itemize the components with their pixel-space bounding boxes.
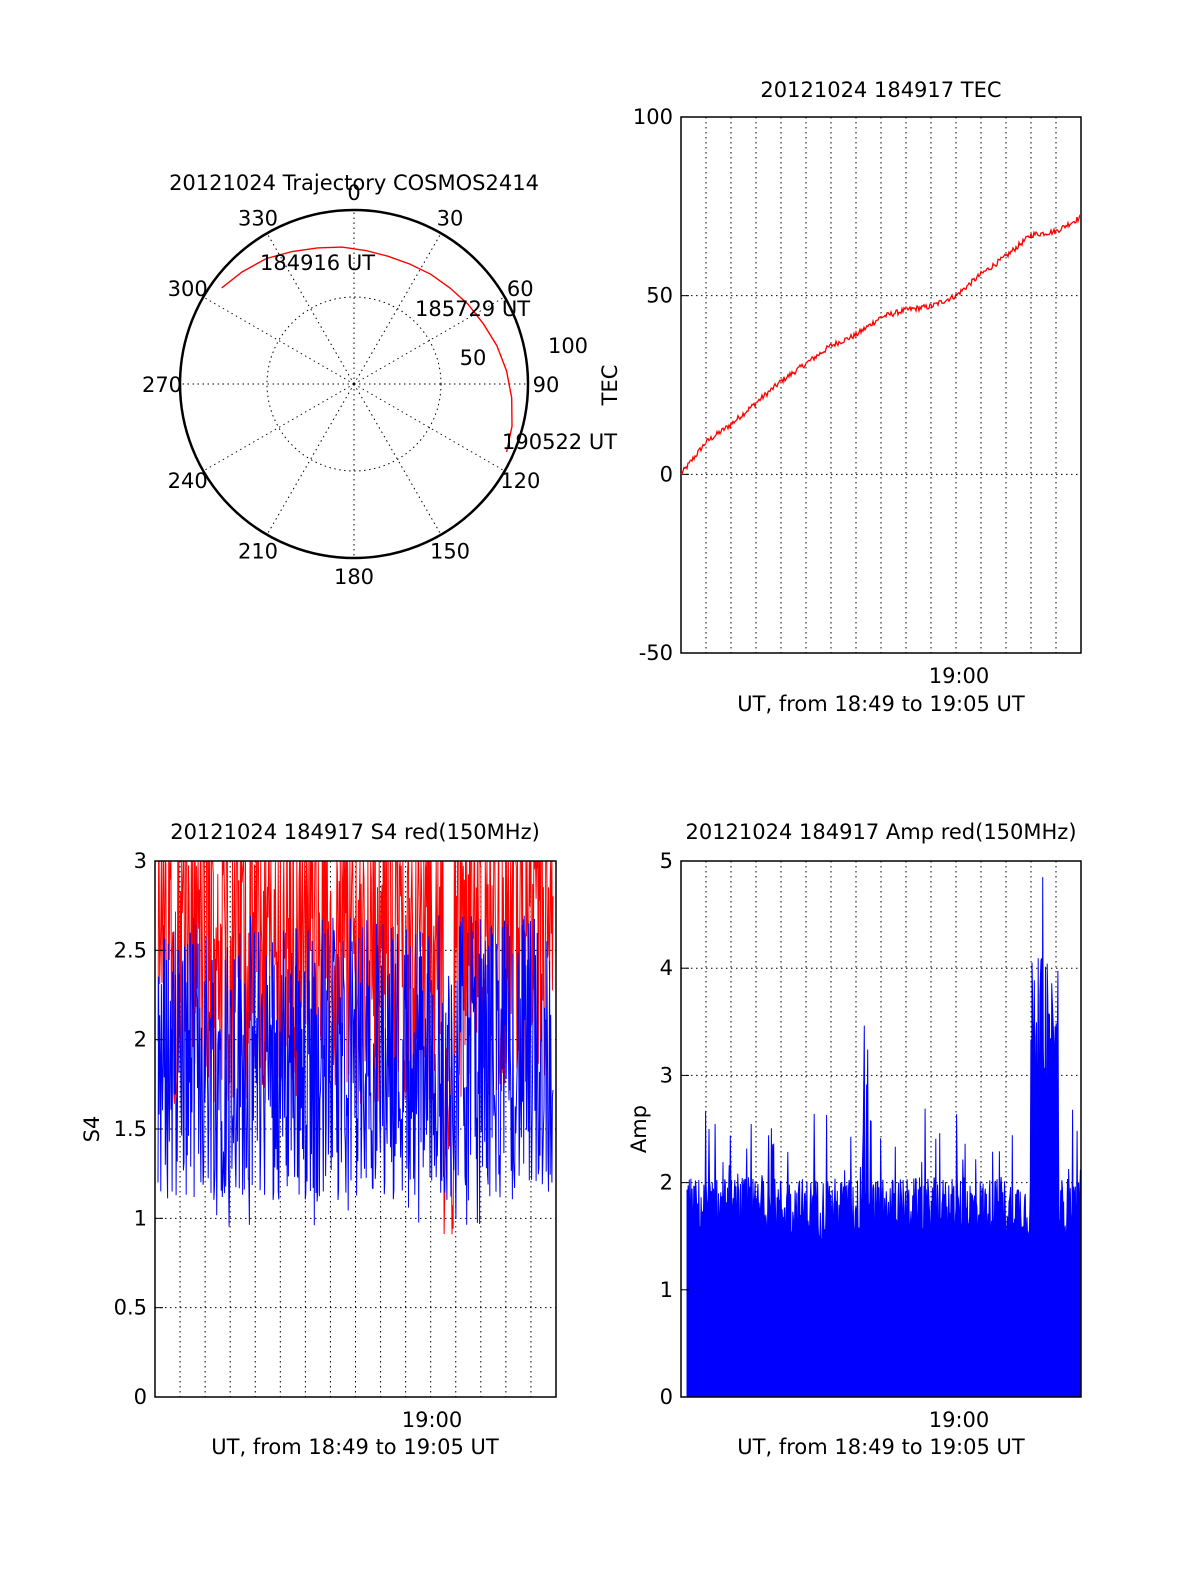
azimuth-label: 180 xyxy=(334,565,374,589)
amp-frame xyxy=(680,860,1082,1398)
y-tick-label: 2 xyxy=(660,1171,673,1195)
y-tick-label: 4 xyxy=(660,956,673,980)
y-tick-label: 0 xyxy=(660,462,673,486)
tec-title: 20121024 184917 TEC xyxy=(760,78,1001,102)
azimuth-label: 120 xyxy=(500,469,540,493)
s4-y-tick-labels: 0 0.5 1 1.5 2 2.5 3 xyxy=(114,849,163,1409)
tec-series-line xyxy=(680,214,1082,476)
polar-radius-label-50: 50 xyxy=(460,346,487,370)
s4-y-axis-label: S4 xyxy=(80,1116,104,1143)
polar-spoke xyxy=(203,296,355,385)
s4-plot: 20121024 184917 S4 red(150MHz) 0 0.5 1 1.5 2… xyxy=(80,820,557,1459)
tec-x-tick-1900: 19:00 xyxy=(929,664,990,688)
polar-title: 20121024 Trajectory COSMOS2414 xyxy=(169,171,539,195)
amp-plot: 20121024 184917 Amp red(150MHz) 0 1 2 3 4 5 1… xyxy=(627,820,1082,1459)
tec-y-tick-labels: -50 0 50 100 xyxy=(633,105,689,665)
polar-outer-ring xyxy=(178,208,530,560)
y-tick-label: 2 xyxy=(134,1028,147,1052)
polar-spoke xyxy=(353,233,442,385)
trajectory-track xyxy=(221,246,513,453)
trajectory-mid-label: 185729 UT xyxy=(415,297,530,321)
polar-radius-label-100: 100 xyxy=(548,334,588,358)
polar-spoke xyxy=(266,233,355,385)
polar-spoke xyxy=(266,383,355,535)
polar-azimuth-labels: 0 30 60 90 120 150 180 210 240 270 300 330 xyxy=(142,181,559,589)
trajectory-start-label: 184916 UT xyxy=(260,251,375,275)
y-tick-label: -50 xyxy=(639,641,673,665)
s4-x-axis-label: UT, from 18:49 to 19:05 UT xyxy=(211,1435,499,1459)
tec-x-axis-label: UT, from 18:49 to 19:05 UT xyxy=(737,692,1025,716)
azimuth-label: 210 xyxy=(238,539,278,563)
y-tick-label: 0.5 xyxy=(114,1296,147,1320)
y-tick-label: 1 xyxy=(134,1206,147,1230)
amp-title: 20121024 184917 Amp red(150MHz) xyxy=(685,820,1076,844)
y-tick-label: 50 xyxy=(646,284,673,308)
azimuth-label: 90 xyxy=(533,373,560,397)
tec-plot: 20121024 184917 TEC -50 0 50 100 19:00 UT, … xyxy=(598,78,1082,716)
azimuth-label: 300 xyxy=(168,277,208,301)
polar-spoke xyxy=(353,383,505,472)
azimuth-label: 270 xyxy=(142,373,182,397)
trajectory-end-label: 190522 UT xyxy=(502,430,617,454)
amp-series-area xyxy=(686,877,1082,1398)
y-tick-label: 2.5 xyxy=(114,938,147,962)
amp-x-tick-1900: 19:00 xyxy=(929,1408,990,1432)
azimuth-label: 30 xyxy=(437,207,464,231)
tec-y-axis-label: TEC xyxy=(598,365,622,407)
tec-frame xyxy=(680,116,1082,654)
azimuth-label: 240 xyxy=(168,469,208,493)
y-tick-label: 100 xyxy=(633,105,673,129)
azimuth-label: 150 xyxy=(430,539,470,563)
y-tick-label: 5 xyxy=(660,849,673,873)
amp-x-axis-label: UT, from 18:49 to 19:05 UT xyxy=(737,1435,1025,1459)
s4-x-tick-1900: 19:00 xyxy=(402,1408,463,1432)
polar-spokes xyxy=(180,210,528,558)
y-tick-label: 1.5 xyxy=(114,1117,147,1141)
polar-spoke xyxy=(353,296,505,385)
tec-gridlines xyxy=(681,117,1081,653)
amp-y-tick-labels: 0 1 2 3 4 5 xyxy=(660,849,689,1409)
azimuth-label: 60 xyxy=(507,277,534,301)
azimuth-label: 0 xyxy=(347,181,360,205)
s4-title: 20121024 184917 S4 red(150MHz) xyxy=(170,820,540,844)
y-tick-label: 3 xyxy=(134,849,147,873)
y-tick-label: 1 xyxy=(660,1278,673,1302)
y-tick-label: 3 xyxy=(660,1063,673,1087)
polar-spoke xyxy=(353,383,442,535)
y-tick-label: 0 xyxy=(134,1385,147,1409)
amp-y-axis-label: Amp xyxy=(627,1105,651,1153)
y-tick-label: 0 xyxy=(660,1385,673,1409)
polar-inner-ring xyxy=(266,296,442,472)
azimuth-label: 330 xyxy=(238,207,278,231)
s4-blue-series xyxy=(157,915,554,1227)
polar-spoke xyxy=(203,383,355,472)
polar-trajectory-plot: 20121024 Trajectory COSMOS2414 0 30 60 90 12… xyxy=(142,171,617,589)
